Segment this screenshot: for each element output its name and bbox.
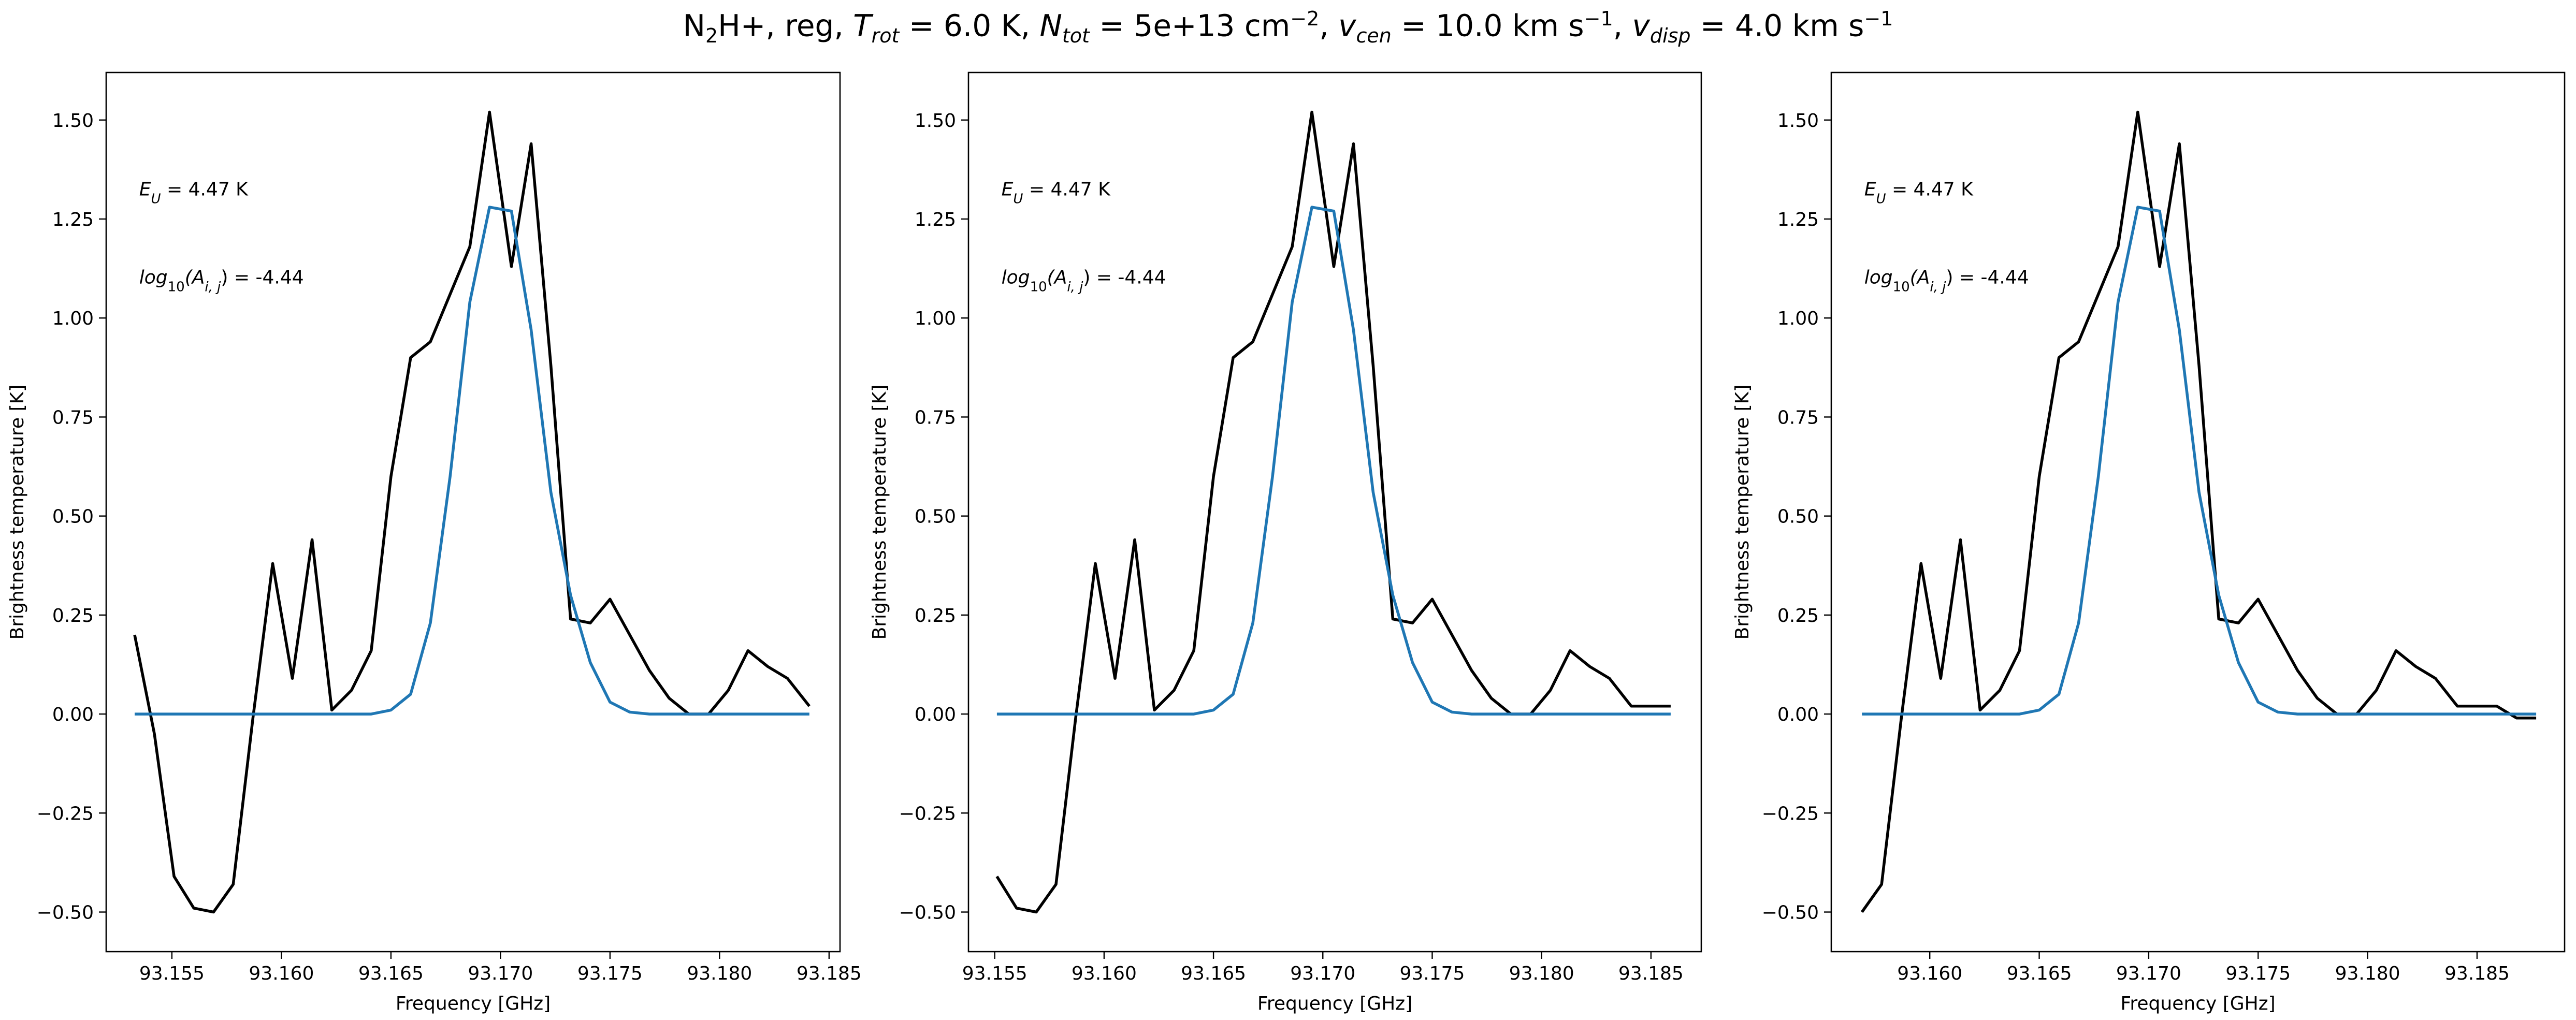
model-spectrum-line — [1862, 206, 2537, 716]
x-tick-label: 93.155 — [962, 963, 1027, 984]
x-tick-label: 93.170 — [1290, 963, 1355, 984]
x-tick-label: 93.180 — [687, 963, 752, 984]
x-tick-label: 93.160 — [1072, 963, 1137, 984]
y-tick-label: 1.50 — [915, 110, 956, 132]
title-vdisp-sub: disp — [1649, 24, 1691, 47]
x-tick-label: 93.180 — [2335, 963, 2400, 984]
y-tick-label: 0.50 — [915, 506, 956, 528]
y-tick-label: 0.50 — [1777, 506, 1819, 528]
x-tick-label: 93.175 — [2225, 963, 2291, 984]
y-tick-label: −0.50 — [37, 902, 94, 924]
y-tick-label: 0.50 — [52, 506, 94, 528]
panel-1: 93.155 93.160 93.165 93.170 93.175 93.180 93.1… — [7, 71, 862, 1014]
einstein-a-annotation: log10(Ai, j) = -4.44 — [1864, 267, 2029, 295]
title-ntot-exp: −2 — [1290, 7, 1320, 30]
title-vcen-exp: −1 — [1584, 7, 1613, 30]
x-tick-label: 93.175 — [577, 963, 643, 984]
axes-frame — [105, 71, 841, 953]
title-vcen-symbol: v — [1338, 8, 1356, 43]
title-vdisp-symbol: v — [1632, 8, 1650, 43]
panel-2: 93.155 93.160 93.165 93.170 93.175 93.180 93.1… — [869, 71, 1702, 1014]
y-tick-label: −0.25 — [1762, 803, 1819, 824]
panel-3: 93.160 93.165 93.170 93.175 93.180 93.185 −0.5… — [1732, 71, 2566, 1014]
title-trot-value: = 6.0 K, — [899, 8, 1040, 43]
title-trot-symbol: T — [853, 8, 872, 43]
x-tick-label: 93.180 — [1509, 963, 1574, 984]
y-tick-label: 1.00 — [52, 308, 94, 329]
axes-frame — [1830, 71, 2566, 953]
y-tick-label: 0.25 — [915, 605, 956, 626]
y-tick-label: 1.50 — [1777, 110, 1819, 132]
x-tick-label: 93.185 — [1618, 963, 1684, 984]
x-tick-label: 93.185 — [797, 963, 862, 984]
x-tick-label: 93.160 — [1897, 963, 1962, 984]
title-sep: , reg, — [765, 8, 853, 43]
x-axis-label: Frequency [GHz] — [396, 993, 551, 1014]
title-molecule: N — [683, 8, 705, 43]
x-axis-label: Frequency [GHz] — [1257, 993, 1412, 1014]
y-tick-label: 0.75 — [1777, 407, 1819, 428]
x-tick-label: 93.185 — [2444, 963, 2510, 984]
y-tick-label: 0.75 — [915, 407, 956, 428]
x-tick-label: 93.170 — [468, 963, 533, 984]
axes-frame — [967, 71, 1702, 953]
einstein-a-annotation: log10(Ai, j) = -4.44 — [1002, 267, 1166, 295]
title-ntot-symbol: N — [1039, 8, 1062, 43]
y-tick-label: 0.00 — [52, 704, 94, 725]
y-tick-label: 0.75 — [52, 407, 94, 428]
title-sep: , — [1319, 8, 1339, 43]
y-tick-label: 1.00 — [1777, 308, 1819, 329]
model-spectrum-line — [135, 206, 809, 716]
x-tick-label: 93.165 — [1181, 963, 1246, 984]
x-tick-label: 93.165 — [2007, 963, 2072, 984]
title-molecule-rest: H+ — [718, 8, 766, 43]
einstein-a-annotation: log10(Ai, j) = -4.44 — [139, 267, 304, 295]
y-tick-label: −0.25 — [37, 803, 94, 824]
x-tick-label: 93.170 — [2116, 963, 2181, 984]
title-sep: , — [1613, 8, 1632, 43]
title-ntot-sub: tot — [1062, 24, 1090, 47]
y-tick-label: −0.50 — [899, 902, 956, 924]
y-axis-label: Brightness temperature [K] — [869, 385, 890, 640]
y-tick-label: 1.00 — [915, 308, 956, 329]
y-axis-label: Brightness temperature [K] — [1732, 385, 1753, 640]
y-tick-label: 1.25 — [1777, 209, 1819, 230]
upper-energy-annotation: EU = 4.47 K — [1002, 179, 1111, 207]
y-tick-label: 0.25 — [52, 605, 94, 626]
x-tick-label: 93.175 — [1399, 963, 1465, 984]
observed-spectrum-line — [995, 110, 1671, 914]
title-vdisp-value: = 4.0 km s — [1690, 8, 1864, 43]
y-tick-label: −0.50 — [1762, 902, 1819, 924]
upper-energy-annotation: EU = 4.47 K — [139, 179, 249, 207]
x-tick-label: 93.155 — [139, 963, 205, 984]
title-trot-sub: rot — [871, 24, 900, 47]
x-tick-label: 93.165 — [358, 963, 424, 984]
y-tick-label: −0.25 — [899, 803, 956, 824]
x-axis-label: Frequency [GHz] — [2120, 993, 2275, 1014]
title-vcen-sub: cen — [1356, 24, 1392, 47]
observed-spectrum-line — [1860, 110, 2537, 913]
model-spectrum-line — [996, 206, 1671, 716]
upper-energy-annotation: EU = 4.47 K — [1864, 179, 1974, 207]
figure-title: N2H+, reg, Trot = 6.0 K, Ntot = 5e+13 cm… — [0, 7, 2576, 47]
title-ntot-value: = 5e+13 cm — [1089, 8, 1291, 43]
y-tick-label: 0.25 — [1777, 605, 1819, 626]
y-tick-label: 1.50 — [52, 110, 94, 132]
y-tick-label: 0.00 — [1777, 704, 1819, 725]
title-vcen-value: = 10.0 km s — [1391, 8, 1584, 43]
y-axis-label: Brightness temperature [K] — [7, 385, 28, 640]
y-tick-label: 1.25 — [52, 209, 94, 230]
y-tick-label: 1.25 — [915, 209, 956, 230]
observed-spectrum-line — [133, 110, 811, 914]
title-molecule-sub: 2 — [705, 24, 718, 47]
y-tick-label: 0.00 — [915, 704, 956, 725]
title-vdisp-exp: −1 — [1864, 7, 1893, 30]
x-tick-label: 93.160 — [249, 963, 314, 984]
